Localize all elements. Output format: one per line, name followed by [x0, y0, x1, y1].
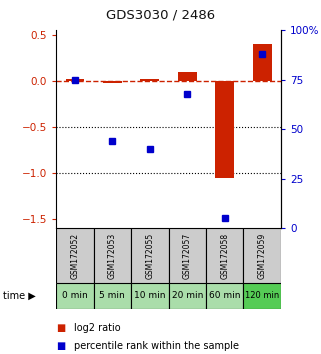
Text: 20 min: 20 min — [171, 291, 203, 301]
Bar — [243, 283, 281, 309]
Text: 10 min: 10 min — [134, 291, 166, 301]
Text: GSM172058: GSM172058 — [220, 233, 229, 279]
Bar — [131, 228, 169, 283]
Bar — [169, 228, 206, 283]
Text: 0 min: 0 min — [62, 291, 88, 301]
Bar — [103, 81, 122, 82]
Bar — [94, 228, 131, 283]
Bar — [65, 79, 84, 81]
Text: 120 min: 120 min — [245, 291, 279, 301]
Text: log2 ratio: log2 ratio — [74, 323, 120, 333]
Bar — [206, 228, 243, 283]
Text: percentile rank within the sample: percentile rank within the sample — [74, 341, 239, 351]
Text: GSM172059: GSM172059 — [258, 233, 267, 279]
Text: GSM172055: GSM172055 — [145, 233, 154, 279]
Bar — [141, 79, 159, 81]
Text: ■: ■ — [56, 323, 65, 333]
Bar — [215, 81, 234, 178]
Bar — [56, 283, 94, 309]
Text: 5 min: 5 min — [100, 291, 125, 301]
Text: time ▶: time ▶ — [3, 291, 36, 301]
Text: GSM172057: GSM172057 — [183, 233, 192, 279]
Text: GSM172052: GSM172052 — [70, 233, 79, 279]
Bar — [178, 72, 196, 81]
Text: ■: ■ — [56, 341, 65, 351]
Bar — [206, 283, 243, 309]
Bar — [169, 283, 206, 309]
Bar — [94, 283, 131, 309]
Text: GDS3030 / 2486: GDS3030 / 2486 — [106, 9, 215, 22]
Text: GSM172053: GSM172053 — [108, 233, 117, 279]
Bar — [253, 44, 272, 81]
Text: 60 min: 60 min — [209, 291, 240, 301]
Bar — [131, 283, 169, 309]
Bar — [56, 228, 94, 283]
Bar — [243, 228, 281, 283]
